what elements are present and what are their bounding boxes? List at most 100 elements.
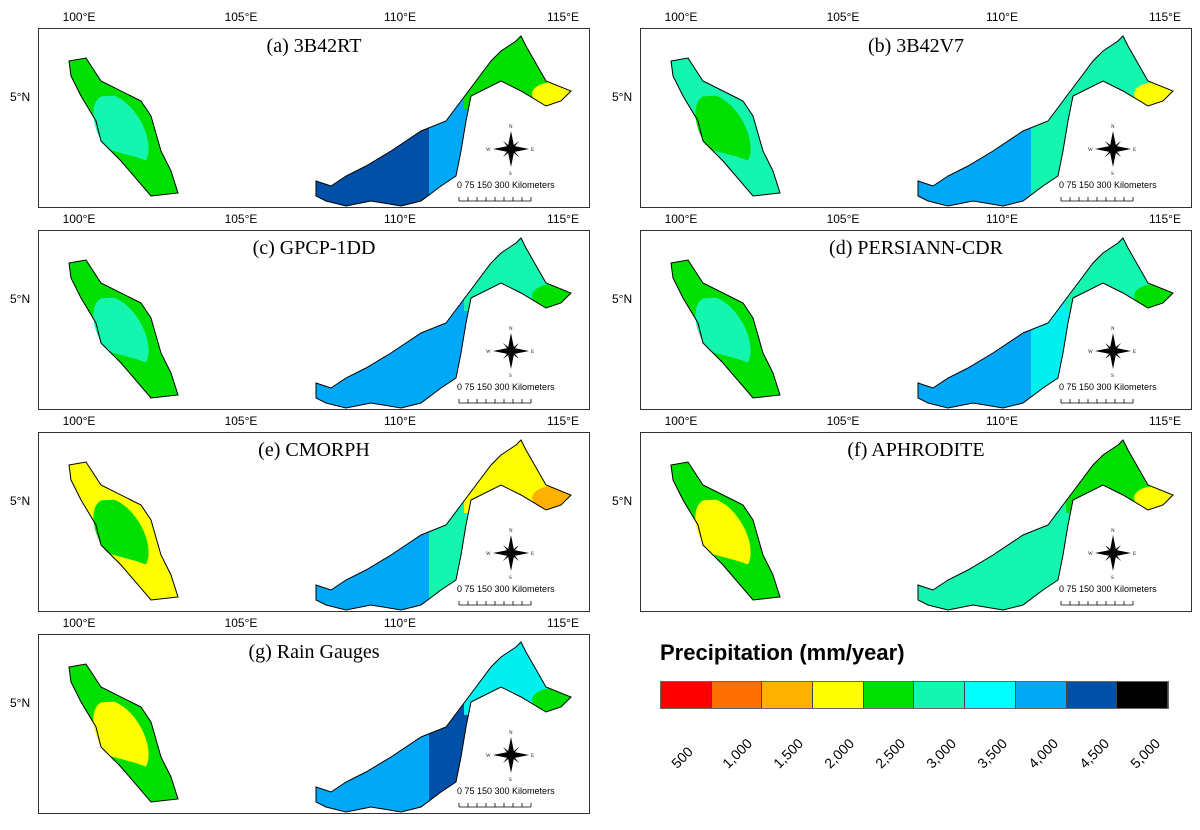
legend-tick-label: 1,000: [719, 735, 756, 772]
compass-s: S: [1111, 374, 1114, 379]
longitude-label: 115°E: [1149, 212, 1181, 226]
compass-rose-icon: N S E W: [1088, 529, 1136, 581]
longitude-label: 110°E: [384, 414, 416, 428]
longitude-label: 105°E: [826, 212, 860, 226]
compass-rose-icon: N S E W: [486, 327, 534, 379]
compass-n: N: [1111, 327, 1115, 332]
compass-w: W: [486, 350, 491, 355]
legend-swatch: [661, 682, 712, 708]
map-panel: N S E W (e) CMORPH 0 75 150 300 Kilomete…: [38, 432, 590, 612]
compass-w: W: [486, 552, 491, 557]
longitude-label: 115°E: [547, 616, 579, 630]
compass-n: N: [1111, 125, 1115, 130]
longitude-label: 115°E: [547, 212, 579, 226]
peninsular-malaysia: [68, 663, 179, 803]
legend-tick-label: 500: [668, 743, 696, 772]
legend-tick-label: 3,500: [974, 735, 1011, 772]
scale-bar: [458, 601, 532, 606]
longitude-label: 105°E: [826, 10, 860, 24]
map-panel: N S E W (d) PERSIANN-CDR 0 75 150 300 Ki…: [640, 230, 1192, 410]
compass-w: W: [1088, 148, 1093, 153]
longitude-label: 110°E: [384, 616, 416, 630]
longitude-label: 110°E: [384, 212, 416, 226]
map-panel: N S E W (c) GPCP-1DD 0 75 150 300 Kilome…: [38, 230, 590, 410]
scale-bar: [458, 197, 532, 202]
longitude-label: 105°E: [224, 414, 258, 428]
longitude-label: 115°E: [1149, 414, 1181, 428]
scale-bar: [1060, 197, 1134, 202]
compass-rose-icon: N S E W: [486, 731, 534, 783]
scale-bar: [1060, 601, 1134, 606]
compass-w: W: [486, 148, 491, 153]
peninsular-malaysia: [68, 461, 179, 601]
compass-e: E: [531, 552, 534, 557]
legend-swatch: [863, 682, 915, 708]
compass-rose-icon: N S E W: [486, 125, 534, 177]
scale-label: 0 75 150 300 Kilometers: [1059, 180, 1157, 190]
panel-title: (g) Rain Gauges: [248, 641, 380, 663]
compass-s: S: [1111, 172, 1114, 177]
compass-n: N: [1111, 529, 1115, 534]
scale-label: 0 75 150 300 Kilometers: [457, 786, 555, 796]
compass-n: N: [509, 529, 513, 534]
longitude-label: 100°E: [62, 616, 96, 630]
longitude-label: 110°E: [986, 10, 1018, 24]
map-panel: N S E W (a) 3B42RT 0 75 150 300 Kilomete…: [38, 28, 590, 208]
scale-label: 0 75 150 300 Kilometers: [457, 382, 555, 392]
scale-bar: [1060, 399, 1134, 404]
longitude-label: 110°E: [986, 212, 1018, 226]
longitude-label: 105°E: [224, 212, 258, 226]
legend-title: Precipitation (mm/year): [660, 640, 905, 665]
compass-e: E: [531, 148, 534, 153]
legend-tick-label: 2,500: [872, 735, 909, 772]
panel-title: (f) APHRODITE: [847, 439, 985, 461]
peninsular-malaysia: [68, 57, 179, 197]
legend-tick-label: 4,000: [1025, 735, 1062, 772]
compass-e: E: [1133, 148, 1136, 153]
longitude-label: 110°E: [384, 10, 416, 24]
longitude-label: 100°E: [62, 414, 96, 428]
compass-s: S: [509, 172, 512, 177]
scale-label: 0 75 150 300 Kilometers: [457, 180, 555, 190]
compass-n: N: [509, 731, 513, 736]
longitude-label: 110°E: [986, 414, 1018, 428]
peninsular-malaysia: [670, 461, 781, 601]
panel-title: (e) CMORPH: [258, 439, 370, 461]
compass-n: N: [509, 327, 513, 332]
longitude-label: 105°E: [224, 616, 258, 630]
latitude-label: 5°N: [10, 494, 31, 508]
legend-swatch: [1117, 682, 1168, 708]
longitude-label: 105°E: [224, 10, 258, 24]
legend-swatch: [813, 682, 864, 708]
compass-n: N: [509, 125, 513, 130]
map-panel: N S E W (g) Rain Gauges 0 75 150 300 Kil…: [38, 634, 590, 814]
latitude-label: 5°N: [612, 494, 633, 508]
legend-swatch: [762, 682, 814, 708]
longitude-label: 100°E: [62, 10, 96, 24]
latitude-label: 5°N: [10, 696, 31, 710]
legend-colorbar: [660, 681, 1169, 709]
legend-swatch: [965, 682, 1016, 708]
compass-w: W: [1088, 350, 1093, 355]
longitude-label: 100°E: [62, 212, 96, 226]
longitude-label: 115°E: [1149, 10, 1181, 24]
longitude-label: 105°E: [826, 414, 860, 428]
panel-title: (c) GPCP-1DD: [252, 237, 376, 259]
longitude-label: 115°E: [547, 10, 579, 24]
map-panel: N S E W (b) 3B42V7 0 75 150 300 Kilomete…: [640, 28, 1192, 208]
panel-title: (a) 3B42RT: [266, 35, 362, 57]
legend-tick-label: 2,000: [821, 735, 858, 772]
compass-w: W: [1088, 552, 1093, 557]
legend-tick-label: 3,000: [923, 735, 960, 772]
scale-bar: [458, 803, 532, 808]
scale-label: 0 75 150 300 Kilometers: [457, 584, 555, 594]
latitude-label: 5°N: [10, 292, 31, 306]
compass-s: S: [509, 778, 512, 783]
compass-e: E: [1133, 552, 1136, 557]
scale-bar: [458, 399, 532, 404]
peninsular-malaysia: [68, 259, 179, 399]
compass-rose-icon: N S E W: [486, 529, 534, 581]
panel-title: (b) 3B42V7: [867, 35, 965, 57]
legend-tick-label: 5,000: [1127, 735, 1164, 772]
scale-label: 0 75 150 300 Kilometers: [1059, 382, 1157, 392]
